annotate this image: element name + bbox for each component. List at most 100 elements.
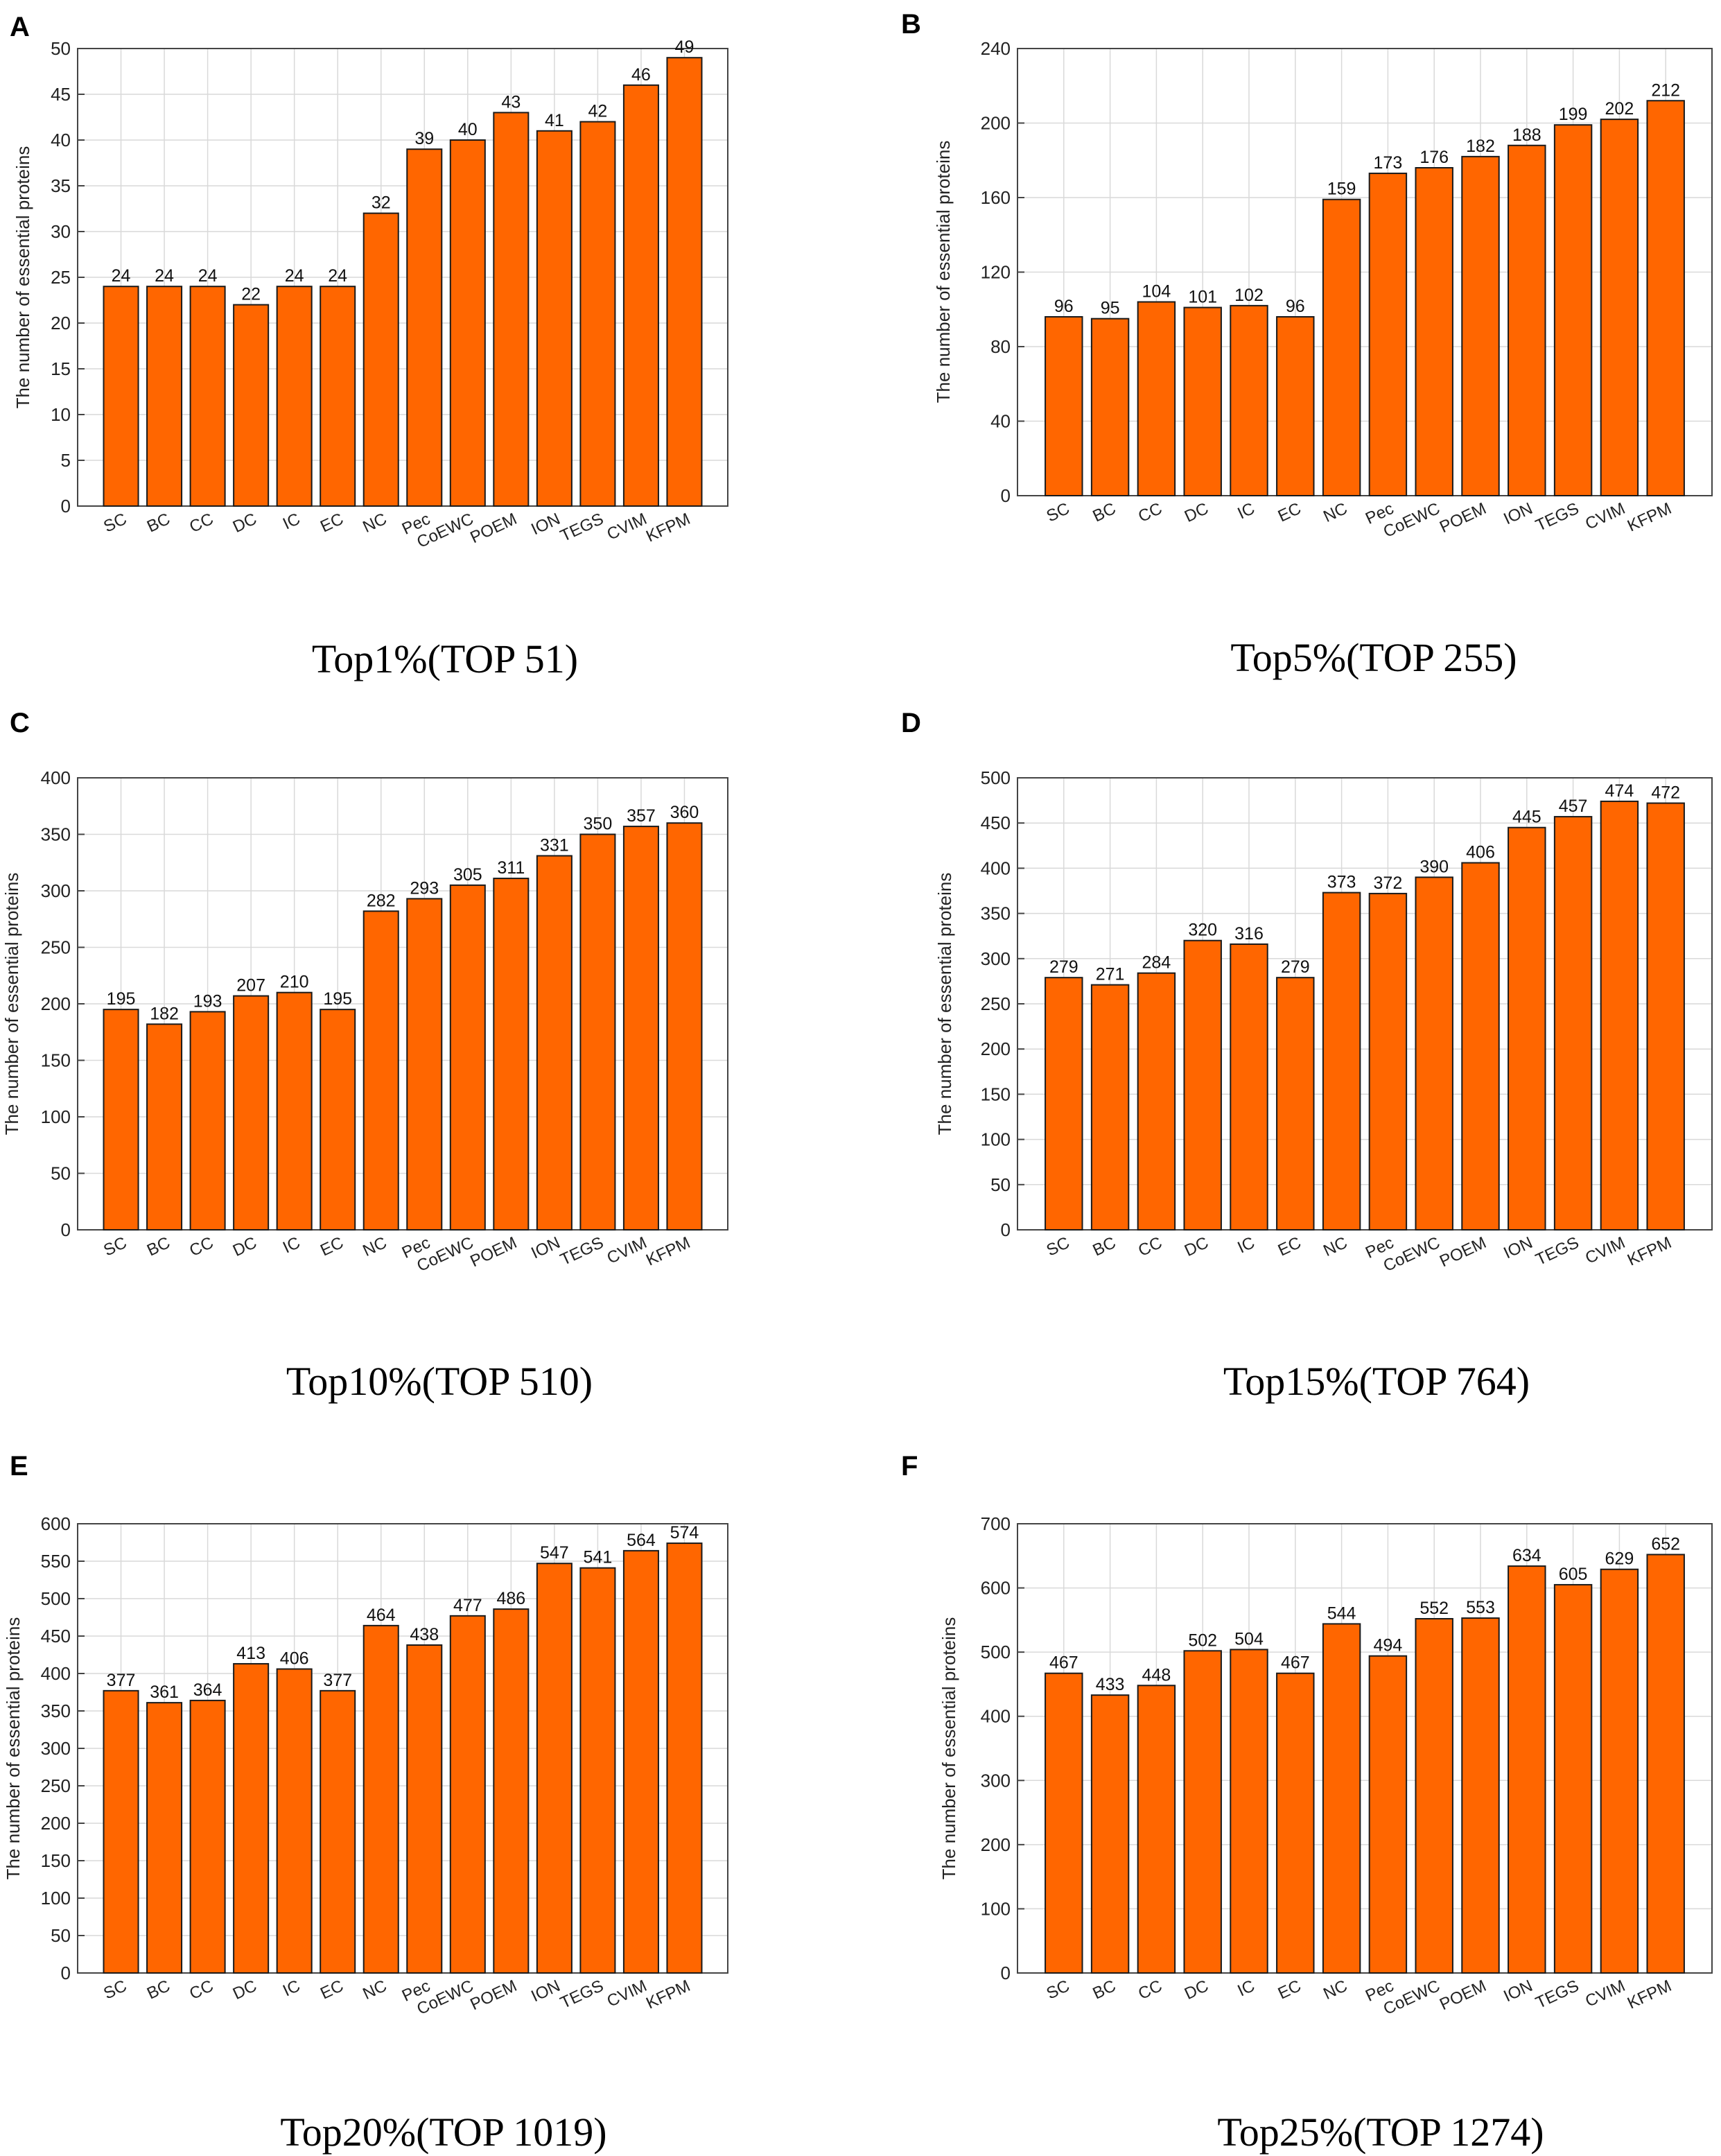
- data-label: 477: [453, 1596, 482, 1615]
- bar-ic: [1230, 304, 1268, 496]
- bar-dc: [1183, 1650, 1222, 1974]
- y-tick-label: 400: [41, 767, 71, 788]
- y-tick-label: 500: [981, 767, 1011, 788]
- bar-ec: [320, 286, 356, 507]
- y-tick-label: 100: [981, 1898, 1011, 1919]
- bar-cc: [1137, 1685, 1176, 1974]
- y-tick-label: 30: [51, 221, 71, 242]
- category-label: BC: [1090, 499, 1119, 526]
- y-axis-label: The number of essential proteins: [933, 141, 954, 403]
- bar-poem: [1461, 155, 1500, 496]
- data-label: 24: [112, 266, 131, 286]
- y-tick-label: 400: [981, 1706, 1011, 1727]
- category-label: SC: [1044, 1233, 1073, 1260]
- data-label: 541: [584, 1548, 613, 1567]
- y-tick-label: 250: [41, 937, 71, 958]
- category-label: KFPM: [1625, 1233, 1675, 1270]
- bar-kfpm: [666, 1542, 703, 1974]
- category-label: SC: [101, 510, 130, 537]
- y-tick-label: 160: [981, 187, 1011, 208]
- category-label: IC: [280, 510, 303, 534]
- data-label: 357: [627, 806, 656, 826]
- data-label: 293: [410, 878, 439, 898]
- category-label: NC: [360, 510, 390, 537]
- y-tick-label: 450: [41, 1626, 71, 1646]
- y-tick-label: 400: [41, 1663, 71, 1684]
- bar-ion: [536, 130, 573, 507]
- y-tick-label: 250: [981, 993, 1011, 1014]
- y-tick-label: 150: [41, 1850, 71, 1871]
- data-label: 284: [1142, 953, 1171, 973]
- bar-coewc: [1415, 876, 1453, 1231]
- data-label: 42: [588, 102, 607, 121]
- data-label: 413: [236, 1644, 265, 1663]
- y-tick-label: 450: [981, 812, 1011, 833]
- y-tick-label: 40: [990, 411, 1011, 432]
- bar-poem: [1461, 1617, 1500, 1974]
- data-label: 96: [1286, 297, 1305, 316]
- bar-ion: [1508, 1565, 1546, 1974]
- category-label: IC: [280, 1976, 303, 2001]
- bar-ion: [536, 1563, 573, 1974]
- bar-sc: [103, 1689, 139, 1974]
- chart-panel-d: D 0 50 100 150 200 250 300 350 400 450 500 279 SC 271 B…: [901, 708, 1713, 1404]
- data-label: 552: [1419, 1599, 1449, 1618]
- category-label: TEGS: [1533, 1233, 1582, 1269]
- data-label: 207: [236, 976, 265, 996]
- category-label: ION: [528, 1233, 563, 1263]
- bar-tegs: [579, 121, 616, 507]
- bar-coewc: [1415, 167, 1453, 496]
- category-label: POEM: [467, 1976, 519, 2014]
- data-label: 173: [1374, 153, 1403, 173]
- category-label: DC: [1182, 1976, 1212, 2003]
- bar-nc: [362, 212, 399, 507]
- data-label: 438: [410, 1625, 439, 1644]
- y-tick-label: 600: [41, 1513, 71, 1534]
- data-label: 176: [1419, 148, 1449, 167]
- data-label: 316: [1234, 924, 1264, 944]
- panel-letter: A: [10, 12, 30, 42]
- y-tick-label: 5: [61, 450, 71, 471]
- y-tick-label: 500: [41, 1588, 71, 1609]
- data-label: 433: [1096, 1675, 1125, 1694]
- data-label: 361: [150, 1683, 179, 1702]
- bar-bc: [1090, 318, 1130, 496]
- bar-bc: [146, 1023, 183, 1231]
- category-label: KFPM: [1625, 499, 1675, 536]
- bar-cc: [189, 1011, 226, 1231]
- data-label: 547: [540, 1543, 569, 1563]
- category-label: ION: [528, 510, 563, 539]
- y-tick-label: 0: [61, 1963, 71, 1983]
- bar-tegs: [1553, 1583, 1593, 1974]
- data-label: 377: [323, 1671, 352, 1690]
- data-label: 195: [107, 989, 136, 1009]
- panel-letter: E: [10, 1451, 28, 1481]
- category-label: CC: [1135, 1976, 1165, 2003]
- bar-nc: [362, 910, 399, 1231]
- bar-cvim: [622, 84, 659, 507]
- chart-panel-b: B 0 40 80 120 160 200 240 96 SC 95 BC 104 CC 101 DC 102 I…: [901, 9, 1713, 680]
- panel-caption: Top1%(TOP 51): [312, 636, 578, 681]
- data-label: 22: [241, 285, 261, 304]
- bar-coewc: [1415, 1618, 1453, 1974]
- bar-ic: [1230, 1649, 1268, 1974]
- bar-pec: [1368, 173, 1408, 496]
- data-label: 305: [453, 865, 482, 885]
- data-label: 182: [150, 1004, 179, 1023]
- data-label: 104: [1142, 282, 1171, 302]
- y-tick-label: 150: [41, 1050, 71, 1071]
- data-label: 350: [584, 815, 613, 834]
- bar-sc: [103, 286, 139, 507]
- bar-ec: [1276, 316, 1315, 496]
- data-label: 95: [1101, 299, 1120, 318]
- data-label: 457: [1559, 797, 1588, 816]
- data-label: 210: [280, 973, 309, 992]
- data-label: 474: [1605, 781, 1634, 801]
- y-tick-label: 100: [41, 1888, 71, 1909]
- category-label: TEGS: [1533, 1976, 1582, 2012]
- data-label: 605: [1559, 1565, 1588, 1584]
- bar-cvim: [622, 1549, 659, 1974]
- data-label: 390: [1419, 857, 1449, 876]
- bar-cvim: [1600, 800, 1639, 1231]
